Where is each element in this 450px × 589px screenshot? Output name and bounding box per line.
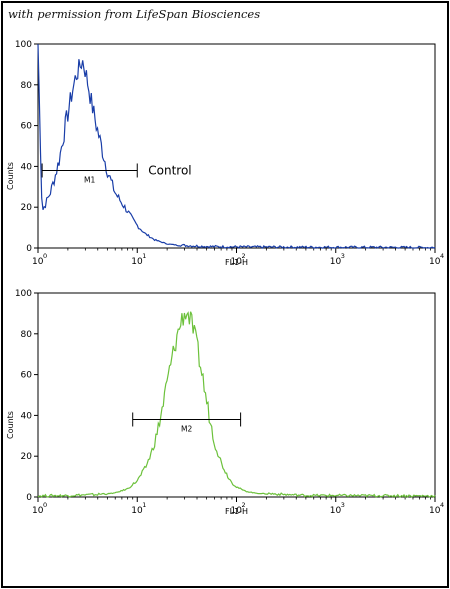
gate-marker-m2: M2: [132, 412, 242, 433]
x-tick-exponent: 4: [440, 252, 444, 260]
y-tick-label: 0: [26, 493, 32, 503]
y-tick-label: 20: [21, 203, 33, 213]
x-tick-label: 10: [131, 257, 143, 267]
figure-caption: with permission from LifeSpan Bioscience…: [8, 7, 261, 21]
y-tick-label: 60: [21, 371, 33, 381]
y-tick-label: 40: [21, 162, 33, 172]
y-axis-label: Counts: [6, 411, 15, 439]
x-tick-exponent: 1: [142, 501, 146, 509]
x-tick-exponent: 1: [142, 252, 146, 260]
x-tick-label: 10: [131, 506, 143, 516]
histogram-trace: [37, 44, 436, 249]
histogram-trace: [37, 311, 436, 498]
y-axis-label: Counts: [6, 162, 15, 190]
x-tick-exponent: 2: [242, 501, 246, 509]
y-tick-label: 100: [15, 40, 32, 50]
x-tick-exponent: 2: [242, 252, 246, 260]
x-tick-exponent: 0: [43, 501, 47, 509]
x-tick-label: 10: [429, 506, 441, 516]
y-tick-label: 40: [21, 411, 33, 421]
y-tick-label: 0: [26, 244, 32, 254]
plot-area: [37, 292, 436, 498]
y-tick-label: 20: [21, 452, 33, 462]
y-tick-label: 80: [21, 330, 33, 340]
x-axis-label: FL1-H: [225, 258, 248, 267]
x-axis-label: FL1-H: [225, 507, 248, 516]
gate-label: M1: [84, 175, 95, 184]
x-tick-label: 10: [330, 257, 342, 267]
y-tick-label: 100: [15, 289, 32, 299]
x-tick-label: 10: [330, 506, 342, 516]
x-tick-label: 10: [32, 257, 44, 267]
x-tick-exponent: 4: [440, 501, 444, 509]
x-tick-exponent: 0: [43, 252, 47, 260]
x-tick-exponent: 3: [341, 501, 345, 509]
x-tick-label: 10: [429, 257, 441, 267]
control-annotation: Control: [148, 163, 191, 177]
y-tick-label: 80: [21, 81, 33, 91]
x-tick-exponent: 3: [341, 252, 345, 260]
x-tick-label: 10: [231, 506, 243, 516]
gate-label: M2: [181, 424, 192, 433]
x-tick-label: 10: [32, 506, 44, 516]
x-tick-label: 10: [231, 257, 243, 267]
y-tick-label: 60: [21, 122, 33, 132]
plot-area: [37, 43, 436, 249]
gate-marker-m1: M1 Control: [41, 163, 192, 184]
